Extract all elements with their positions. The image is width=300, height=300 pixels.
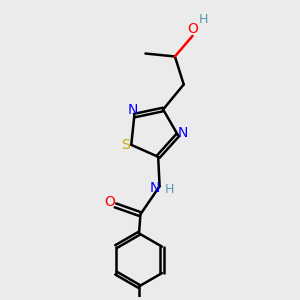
Text: H: H [199,13,208,26]
Text: N: N [178,127,188,140]
Text: O: O [104,196,115,209]
Text: N: N [149,181,160,195]
Text: N: N [128,103,138,117]
Text: H: H [164,183,174,196]
Text: S: S [122,138,130,152]
Text: O: O [188,22,199,36]
